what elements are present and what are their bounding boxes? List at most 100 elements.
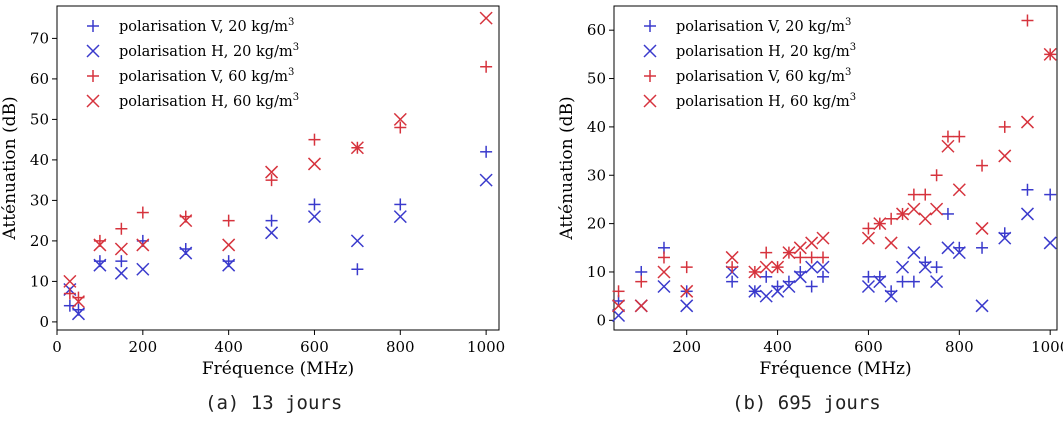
data-point	[351, 263, 364, 276]
y-tick-label: 60	[587, 21, 606, 39]
legend-label: polarisation H, 20 kg/m3	[119, 42, 299, 60]
data-point	[612, 299, 626, 313]
data-point	[930, 275, 944, 289]
data-point	[265, 226, 279, 240]
data-point	[793, 241, 807, 255]
data-point	[634, 299, 648, 313]
x-axis-label: Fréquence (MHz)	[202, 359, 354, 379]
x-tick-label: 0	[52, 338, 62, 356]
data-point	[657, 251, 670, 264]
legend-label: polarisation H, 60 kg/m3	[676, 92, 856, 110]
data-point	[816, 260, 830, 274]
data-point	[896, 275, 909, 288]
data-point	[794, 251, 807, 264]
data-point	[307, 210, 322, 224]
data-point	[760, 246, 773, 259]
data-point	[952, 246, 966, 260]
data-point	[479, 173, 493, 187]
data-point	[115, 255, 128, 268]
legend-label: polarisation H, 60 kg/m3	[119, 92, 299, 110]
data-point	[941, 130, 954, 143]
y-axis-label: Atténuation (dB)	[557, 96, 577, 240]
data-point	[907, 188, 920, 201]
series-0	[63, 145, 493, 316]
data-point	[136, 238, 150, 252]
data-point	[115, 222, 128, 235]
legend-label: polarisation V, 20 kg/m3	[676, 17, 851, 35]
x-tick-label: 1000	[1031, 338, 1063, 356]
data-point	[63, 274, 77, 288]
data-point	[941, 241, 955, 255]
data-point	[805, 260, 819, 274]
data-point	[862, 270, 875, 283]
data-point	[771, 260, 785, 274]
data-point	[805, 251, 818, 264]
legend-label: polarisation V, 20 kg/m3	[119, 17, 294, 35]
chart-1: 200 400 600 800 1000 0 10 20 30 40 50 60 Fréquence (…	[557, 5, 1063, 379]
data-point	[907, 246, 921, 260]
legend-marker	[644, 20, 656, 32]
data-point	[222, 214, 235, 227]
data-point	[680, 261, 693, 274]
data-point	[805, 236, 819, 250]
data-point	[93, 258, 107, 272]
data-point	[930, 202, 944, 216]
data-point	[1020, 207, 1034, 221]
data-point	[759, 260, 773, 274]
y-axis-label: Atténuation (dB)	[0, 96, 20, 240]
data-point	[136, 206, 149, 219]
data-point	[179, 246, 193, 260]
data-point	[1020, 115, 1034, 129]
legend-marker	[644, 70, 656, 82]
data-point	[479, 11, 493, 25]
data-point	[782, 279, 796, 294]
legend-label: polarisation V, 60 kg/m3	[119, 67, 294, 85]
data-point	[480, 145, 493, 158]
data-point	[114, 242, 128, 256]
data-point	[975, 221, 989, 235]
data-point	[657, 279, 671, 294]
data-point	[350, 141, 364, 155]
y-tick-label: 30	[587, 166, 606, 184]
series-2	[612, 14, 1057, 298]
data-point	[612, 308, 626, 323]
data-point	[265, 174, 278, 187]
data-point	[1044, 188, 1057, 201]
data-point	[907, 202, 921, 216]
y-tick-label: 0	[596, 311, 606, 329]
data-point	[862, 222, 875, 235]
data-point	[918, 260, 932, 274]
data-point	[805, 280, 818, 293]
data-point	[725, 250, 739, 264]
data-point	[919, 188, 932, 201]
data-point	[1043, 47, 1057, 61]
data-point	[308, 133, 321, 146]
y-tick-label: 40	[587, 118, 606, 136]
y-tick-label: 70	[30, 29, 49, 47]
data-point	[998, 120, 1011, 133]
data-point	[93, 238, 107, 252]
y-tick-label: 30	[30, 191, 49, 209]
data-point	[861, 279, 875, 294]
legend-marker	[643, 94, 657, 108]
data-point	[976, 241, 989, 254]
data-point	[71, 307, 85, 321]
data-point	[817, 270, 830, 283]
caption-a: (a) 13 jours	[205, 392, 343, 414]
x-tick-label: 600	[854, 338, 883, 356]
y-tick-label: 50	[30, 110, 49, 128]
data-point	[657, 265, 671, 279]
data-point	[941, 207, 954, 220]
data-point	[726, 261, 739, 274]
data-point	[952, 183, 966, 197]
data-point	[480, 60, 493, 73]
data-point	[307, 157, 322, 171]
data-point	[635, 275, 648, 288]
y-tick-label: 60	[30, 70, 49, 88]
caption-b: (b) 695 jours	[732, 392, 881, 414]
data-point	[63, 287, 76, 300]
data-point	[222, 258, 236, 272]
data-point	[918, 212, 932, 226]
data-point	[907, 275, 920, 288]
